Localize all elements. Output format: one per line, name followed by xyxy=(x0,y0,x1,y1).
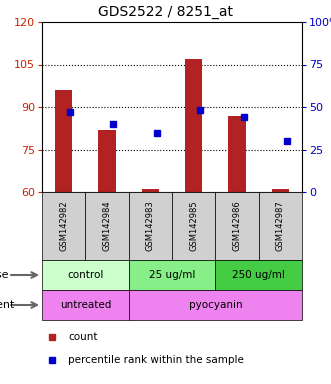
Text: 25 ug/ml: 25 ug/ml xyxy=(149,270,195,280)
Text: GSM142986: GSM142986 xyxy=(232,200,242,252)
Bar xyxy=(185,59,202,192)
Bar xyxy=(215,192,259,260)
Bar xyxy=(85,192,129,260)
Text: GDS2522 / 8251_at: GDS2522 / 8251_at xyxy=(98,5,233,19)
Bar xyxy=(129,192,172,260)
Text: control: control xyxy=(67,270,104,280)
Bar xyxy=(172,192,215,260)
Bar xyxy=(98,130,116,192)
Text: agent: agent xyxy=(0,300,15,310)
Text: GSM142985: GSM142985 xyxy=(189,201,198,251)
Text: GSM142987: GSM142987 xyxy=(276,200,285,252)
Text: pyocyanin: pyocyanin xyxy=(189,300,242,310)
Text: percentile rank within the sample: percentile rank within the sample xyxy=(68,355,244,365)
Bar xyxy=(215,260,302,290)
Text: GSM142983: GSM142983 xyxy=(146,200,155,252)
Text: 250 ug/ml: 250 ug/ml xyxy=(232,270,285,280)
Bar xyxy=(55,90,72,192)
Bar xyxy=(142,189,159,192)
Text: GSM142984: GSM142984 xyxy=(103,201,112,251)
Text: dose: dose xyxy=(0,270,9,280)
Bar xyxy=(129,290,302,320)
Bar xyxy=(42,192,85,260)
Bar xyxy=(42,260,129,290)
Bar xyxy=(42,290,129,320)
Bar xyxy=(129,260,215,290)
Text: count: count xyxy=(68,331,98,341)
Bar xyxy=(272,189,289,192)
Text: untreated: untreated xyxy=(60,300,111,310)
Bar xyxy=(228,116,246,192)
Text: GSM142982: GSM142982 xyxy=(59,201,68,251)
Bar xyxy=(259,192,302,260)
